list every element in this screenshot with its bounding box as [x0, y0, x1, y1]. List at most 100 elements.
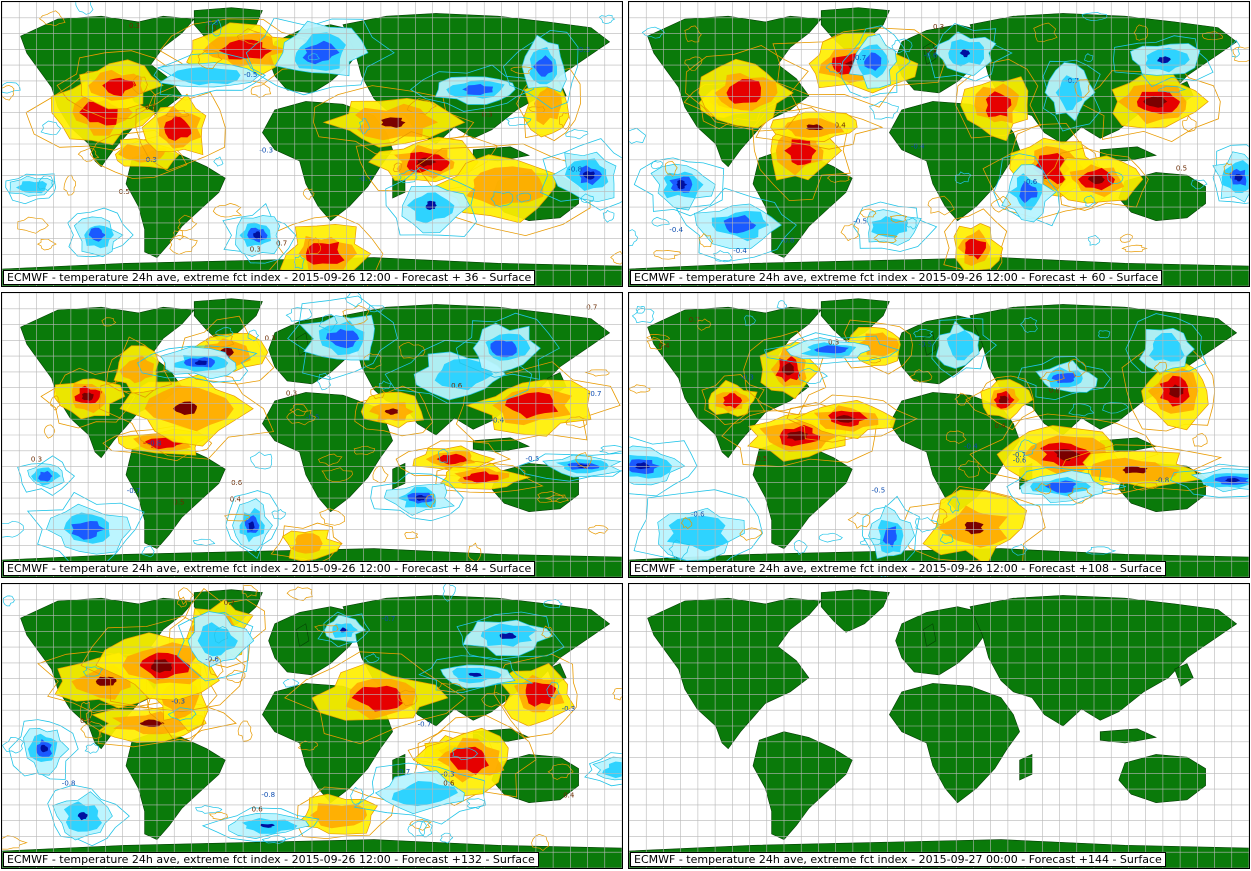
contour-line: [1230, 39, 1240, 58]
contour-label: 0.4: [995, 422, 1007, 430]
contour-line: [236, 28, 262, 45]
cold-anomaly: [225, 490, 279, 560]
contour-line: [859, 538, 885, 546]
contour-line: [241, 585, 259, 598]
continent-south-america: [752, 731, 853, 840]
contour-label: 0.7: [586, 304, 597, 312]
contour-label: -0.4: [964, 442, 978, 450]
graticule: [2, 293, 622, 577]
world-map: -0.3-0.3-0.3-0.80.5-0.70.7-0.30.30.50.30…: [2, 2, 622, 286]
cold-anomaly: [47, 784, 130, 847]
contour-label: -0.5: [244, 71, 258, 79]
contour-line: [1182, 115, 1197, 133]
contour-line: [840, 223, 859, 242]
contour-label: 0.3: [482, 111, 493, 119]
contour-line: [1085, 546, 1117, 555]
contour-line: [237, 720, 253, 742]
cold-anomaly: [584, 752, 622, 787]
world-map: -0.50.30.60.3-0.50.60.3-0.7-0.7-0.80.4-0…: [2, 293, 622, 577]
contour-line: [398, 169, 418, 184]
contour-line: [1153, 362, 1167, 375]
contour-line: [36, 238, 57, 251]
contour-label: -0.5: [526, 455, 540, 463]
contour-label: -0.8: [568, 166, 582, 174]
contour-line: [271, 509, 286, 520]
cold-anomaly: [675, 187, 797, 263]
contour-line: [314, 624, 339, 633]
contour-line: [587, 524, 609, 535]
warm-anomaly: [901, 485, 1046, 569]
contour-line: [646, 336, 666, 350]
contour-line: [2, 595, 15, 607]
contour-line: [1223, 162, 1233, 175]
contour-label: -0.3: [259, 147, 273, 155]
contour-line: [75, 2, 94, 15]
contour-line: [684, 25, 702, 43]
contour-line: [793, 540, 808, 556]
warm-anomaly: [455, 361, 621, 443]
contour-line: [490, 191, 514, 207]
cold-anomaly: [539, 138, 622, 211]
contour-label: 0.6: [451, 382, 463, 390]
warm-anomaly: [685, 45, 809, 132]
world-map: -0.70.70.5-0.5-0.60.8-0.60.3-0.30.40.4-0…: [629, 293, 1249, 577]
contour-line: [436, 682, 466, 693]
contour-label: -0.3: [441, 771, 455, 779]
contour-label: -0.8: [62, 779, 76, 787]
continent-greenland: [820, 589, 890, 633]
cold-anomaly: [287, 295, 398, 381]
contour-label: 0.3: [265, 334, 276, 342]
continent-australia: [1118, 754, 1206, 804]
contour-line: [177, 214, 198, 232]
contour-line: [940, 534, 954, 545]
warm-anomaly: [1060, 444, 1223, 495]
contour-line: [1083, 195, 1096, 207]
contour-label: -0.7: [127, 487, 141, 495]
contour-line: [37, 175, 53, 191]
continent-north-america: [647, 306, 822, 459]
contour-label: -0.5: [918, 341, 932, 349]
contour-line: [1034, 482, 1052, 495]
contour-line: [510, 66, 533, 75]
cold-anomaly: [763, 332, 900, 365]
contour-line: [165, 110, 190, 118]
warm-anomaly: [435, 460, 544, 494]
anomaly-field: -0.70.5-0.6-0.5-0.4-0.7 -0.6-0.8-0.40.40.…: [629, 12, 1249, 285]
contour-line: [63, 174, 77, 196]
contour-line: [286, 408, 316, 426]
cold-anomaly: [177, 611, 255, 682]
world-map: -0.8-0.70.4-0.7-0.6-0.3-0.30.6-0.80.60.4…: [2, 584, 622, 868]
contour-label: -0.8: [1156, 476, 1170, 484]
warm-anomaly: [80, 615, 246, 713]
contour-label: -0.7: [382, 615, 396, 623]
contour-line: [372, 465, 389, 483]
contour-line: [286, 586, 313, 601]
contour-line: [1083, 53, 1094, 62]
contour-line: [82, 666, 104, 677]
contour-line: [481, 692, 507, 708]
contour-line: [318, 313, 338, 332]
contour-line: [610, 250, 622, 265]
contour-label: -0.3: [740, 374, 754, 382]
contour-line: [316, 372, 331, 391]
contour-label: 0.6: [443, 779, 455, 787]
contour-label: 0.3: [926, 47, 937, 55]
map-panel-forecast-144: ECMWF - temperature 24h ave, extreme fct…: [628, 583, 1250, 869]
contour-label: 0.3: [129, 22, 140, 30]
warm-anomaly: [98, 368, 275, 460]
contour-line: [930, 508, 948, 526]
contour-line: [451, 747, 478, 761]
cold-anomaly: [370, 472, 464, 522]
contour-line: [250, 451, 273, 470]
contour-label: -0.3: [171, 697, 185, 705]
cold-anomaly: [931, 317, 997, 378]
contour-line: [342, 305, 370, 326]
contour-line: [927, 195, 955, 216]
contour-label: 0.5: [145, 104, 156, 112]
warm-anomaly: [105, 336, 173, 398]
contour-label: -0.7: [359, 175, 373, 183]
continent-europe: [895, 606, 989, 676]
cold-anomaly: [1042, 59, 1101, 132]
contour-line: [1039, 369, 1065, 382]
continent-asia: [969, 595, 1238, 727]
